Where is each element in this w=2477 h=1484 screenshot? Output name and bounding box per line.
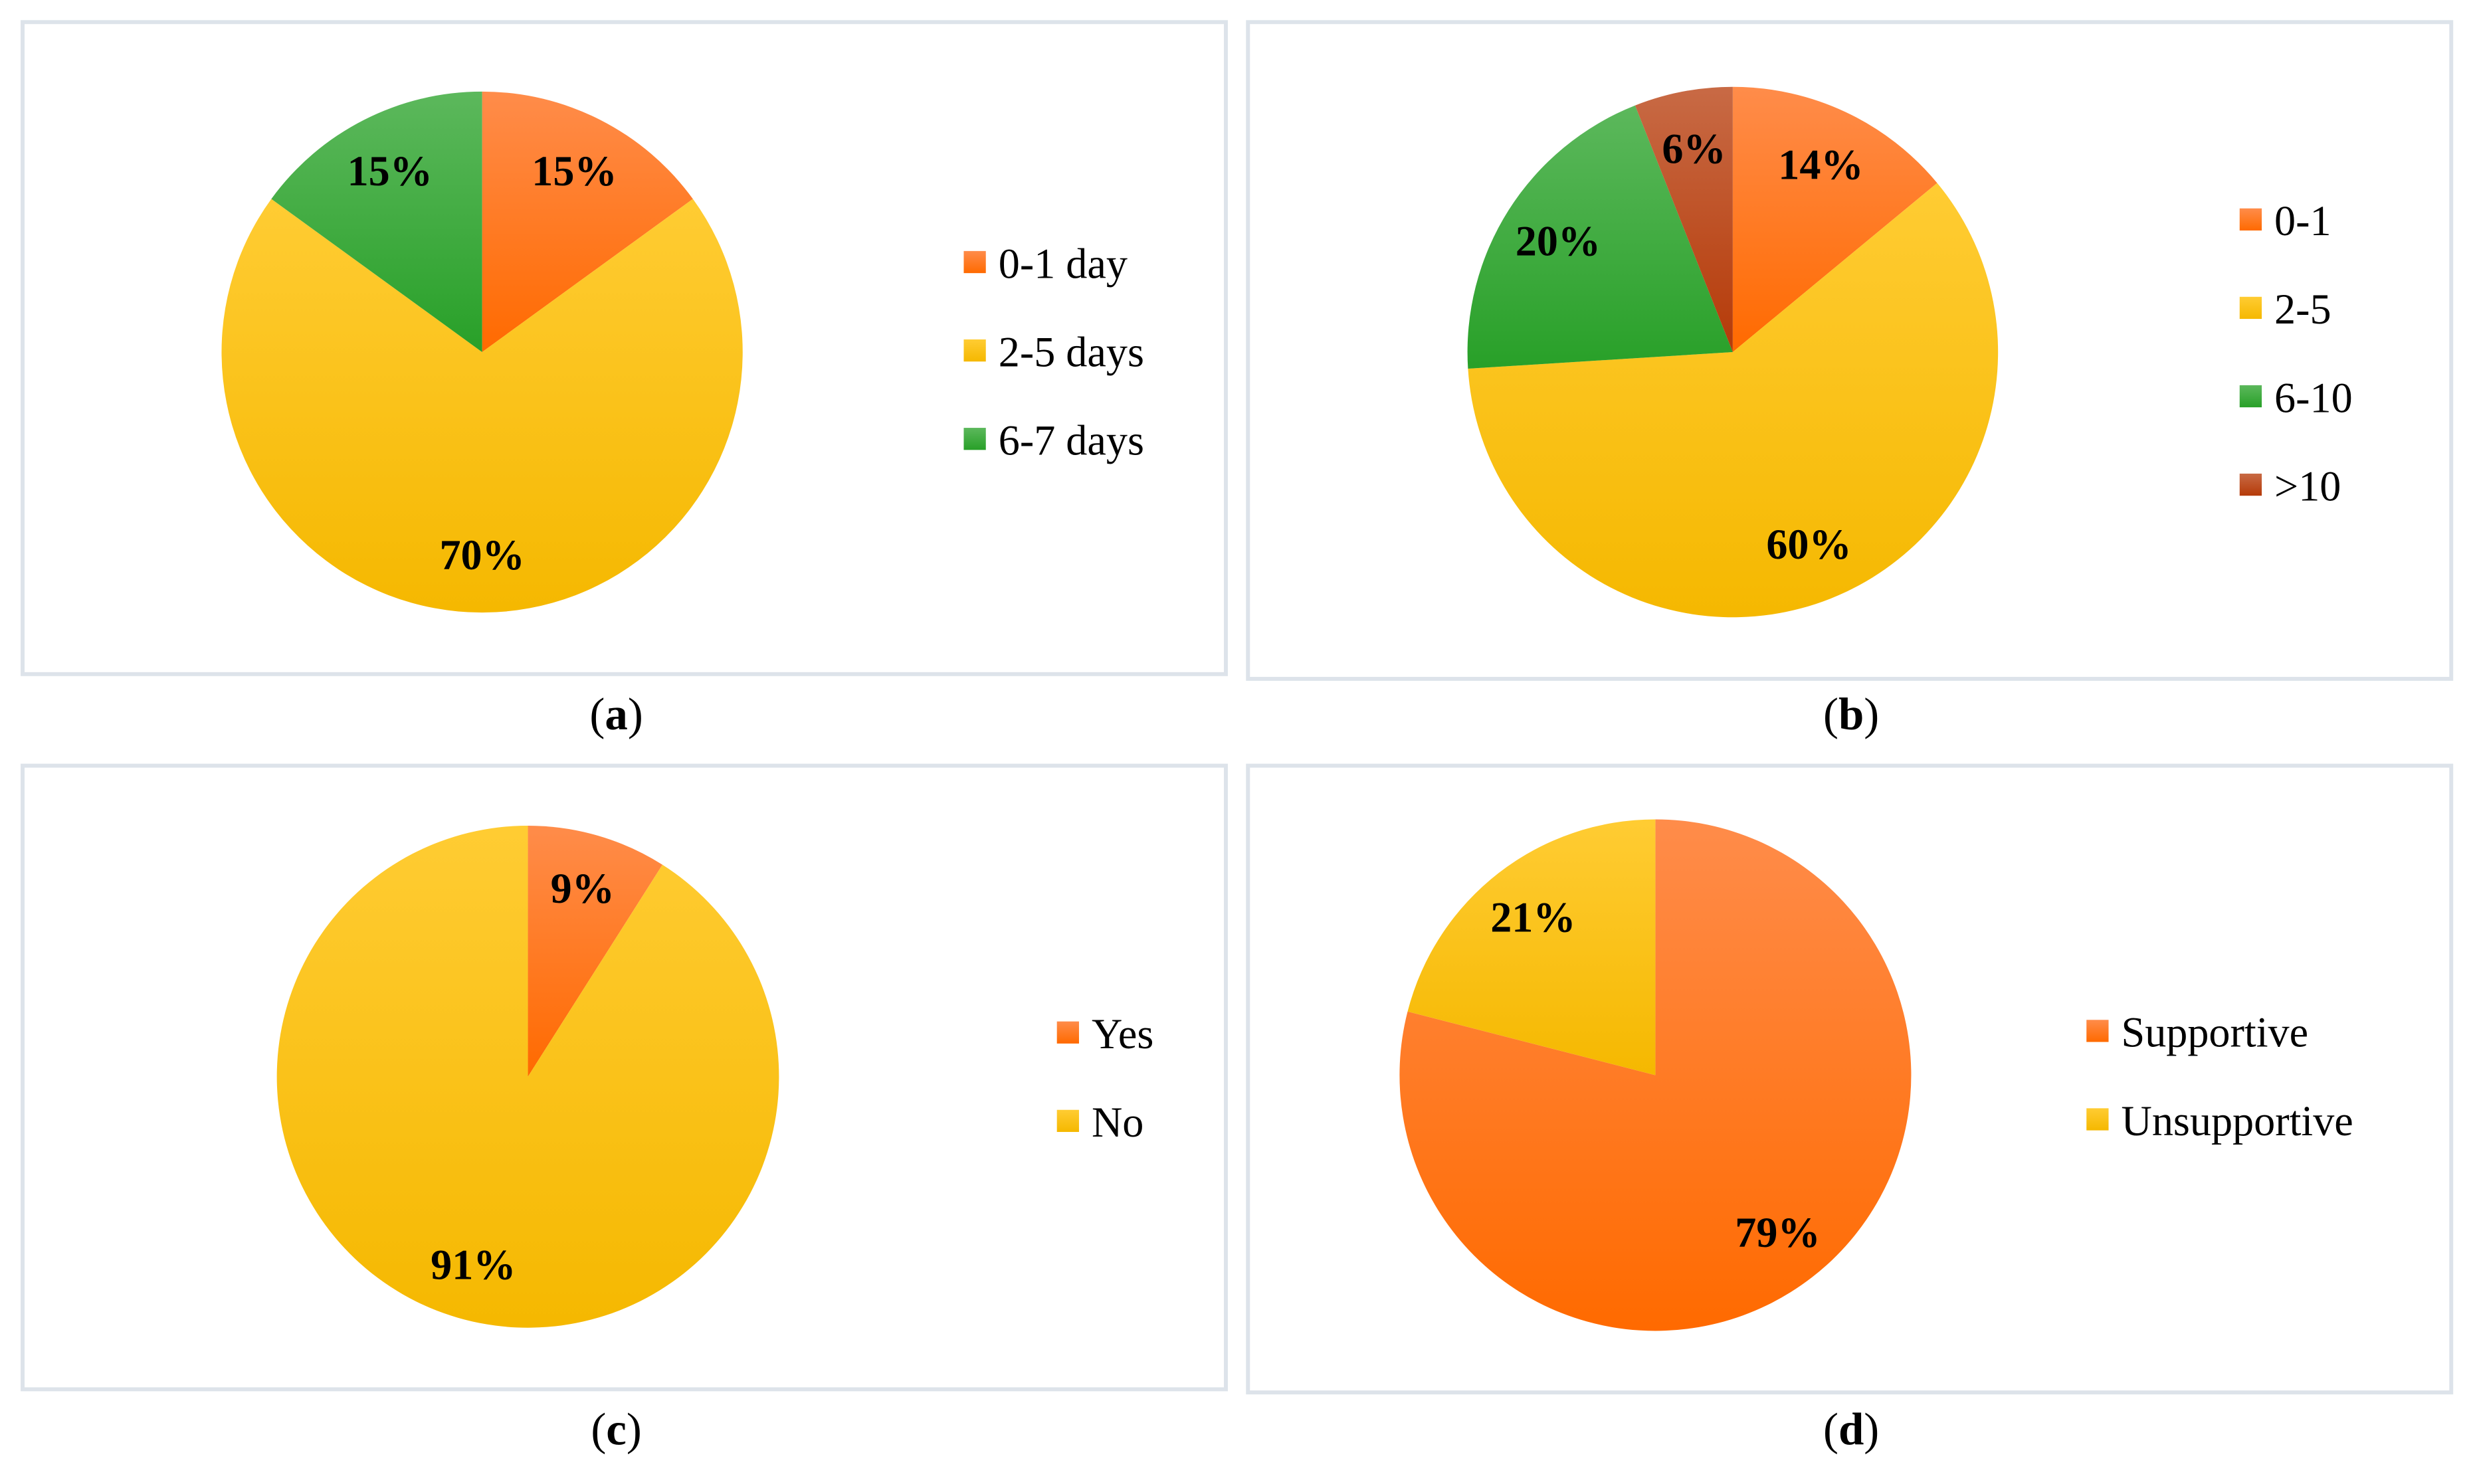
legend-swatch [1056, 1021, 1079, 1044]
data-label: 15% [347, 147, 433, 195]
data-label: 14% [1778, 141, 1863, 189]
legend-swatch [963, 250, 986, 274]
legend-swatch [1056, 1109, 1079, 1133]
legend-label: 0-1 [2274, 197, 2331, 244]
panel-caption: (c) [591, 1404, 642, 1455]
data-label: 21% [1490, 894, 1575, 941]
pie-panel-a: 15% 70% 15% 0-1 day 2-5 days 6-7 days (a) [21, 20, 1228, 739]
pie-panel-d: 79% 21% Supportive Unsupportive (d) [1246, 763, 2454, 1455]
legend-swatch [2086, 1108, 2109, 1131]
legend-swatch [2239, 208, 2262, 231]
legend-label: Supportive [2122, 1009, 2309, 1056]
pie-panel-c: 9% 91% Yes No (c) [21, 763, 1228, 1455]
legend-label: 6-7 days [999, 417, 1144, 464]
legend-swatch [2086, 1020, 2109, 1042]
legend-swatch [2239, 296, 2262, 320]
pie-slice-6-7-days [271, 91, 482, 352]
legend-swatch [963, 428, 986, 450]
legend-label: 2-5 [2274, 286, 2331, 333]
panel-caption: (a) [589, 689, 643, 739]
legend-label: Yes [1092, 1010, 1153, 1058]
legend-swatch [2239, 473, 2262, 496]
pie-slice-yes [528, 825, 663, 1077]
pie-slice-0-1-day [482, 91, 693, 352]
pie-slice-2-5-days [221, 199, 743, 613]
legend-label: Unsupportive [2122, 1097, 2353, 1145]
legend-swatch [963, 339, 986, 362]
data-label: 15% [532, 147, 617, 195]
data-label: 20% [1516, 217, 1601, 264]
pie-slice-no [276, 825, 779, 1328]
legend-label: No [1092, 1099, 1143, 1146]
data-label: 79% [1735, 1209, 1820, 1256]
pie-slice-6-10 [1467, 105, 1733, 369]
legend-label: 2-5 days [999, 328, 1144, 375]
pie-slice-unsupportive [1407, 819, 1656, 1075]
legend-label: >10 [2274, 462, 2341, 510]
data-label: 60% [1766, 521, 1851, 568]
pie-panel-b: 14% 60% 20% 6% 0-1 2-5 6-10 >10 (b) [1246, 20, 2454, 739]
data-label: 9% [551, 865, 615, 912]
legend-label: 0-1 day [999, 240, 1128, 287]
pie-slice--10 [1635, 86, 1733, 352]
data-label: 91% [431, 1241, 516, 1288]
pie-slice-2-5 [1468, 183, 1999, 618]
pie-slice-0-1 [1732, 86, 1937, 352]
legend-swatch [2239, 385, 2262, 408]
data-label: 6% [1662, 125, 1726, 172]
legend-label: 6-10 [2274, 374, 2353, 421]
panel-caption: (d) [1823, 1404, 1879, 1455]
data-label: 70% [439, 531, 524, 579]
panel-caption: (b) [1823, 689, 1879, 739]
